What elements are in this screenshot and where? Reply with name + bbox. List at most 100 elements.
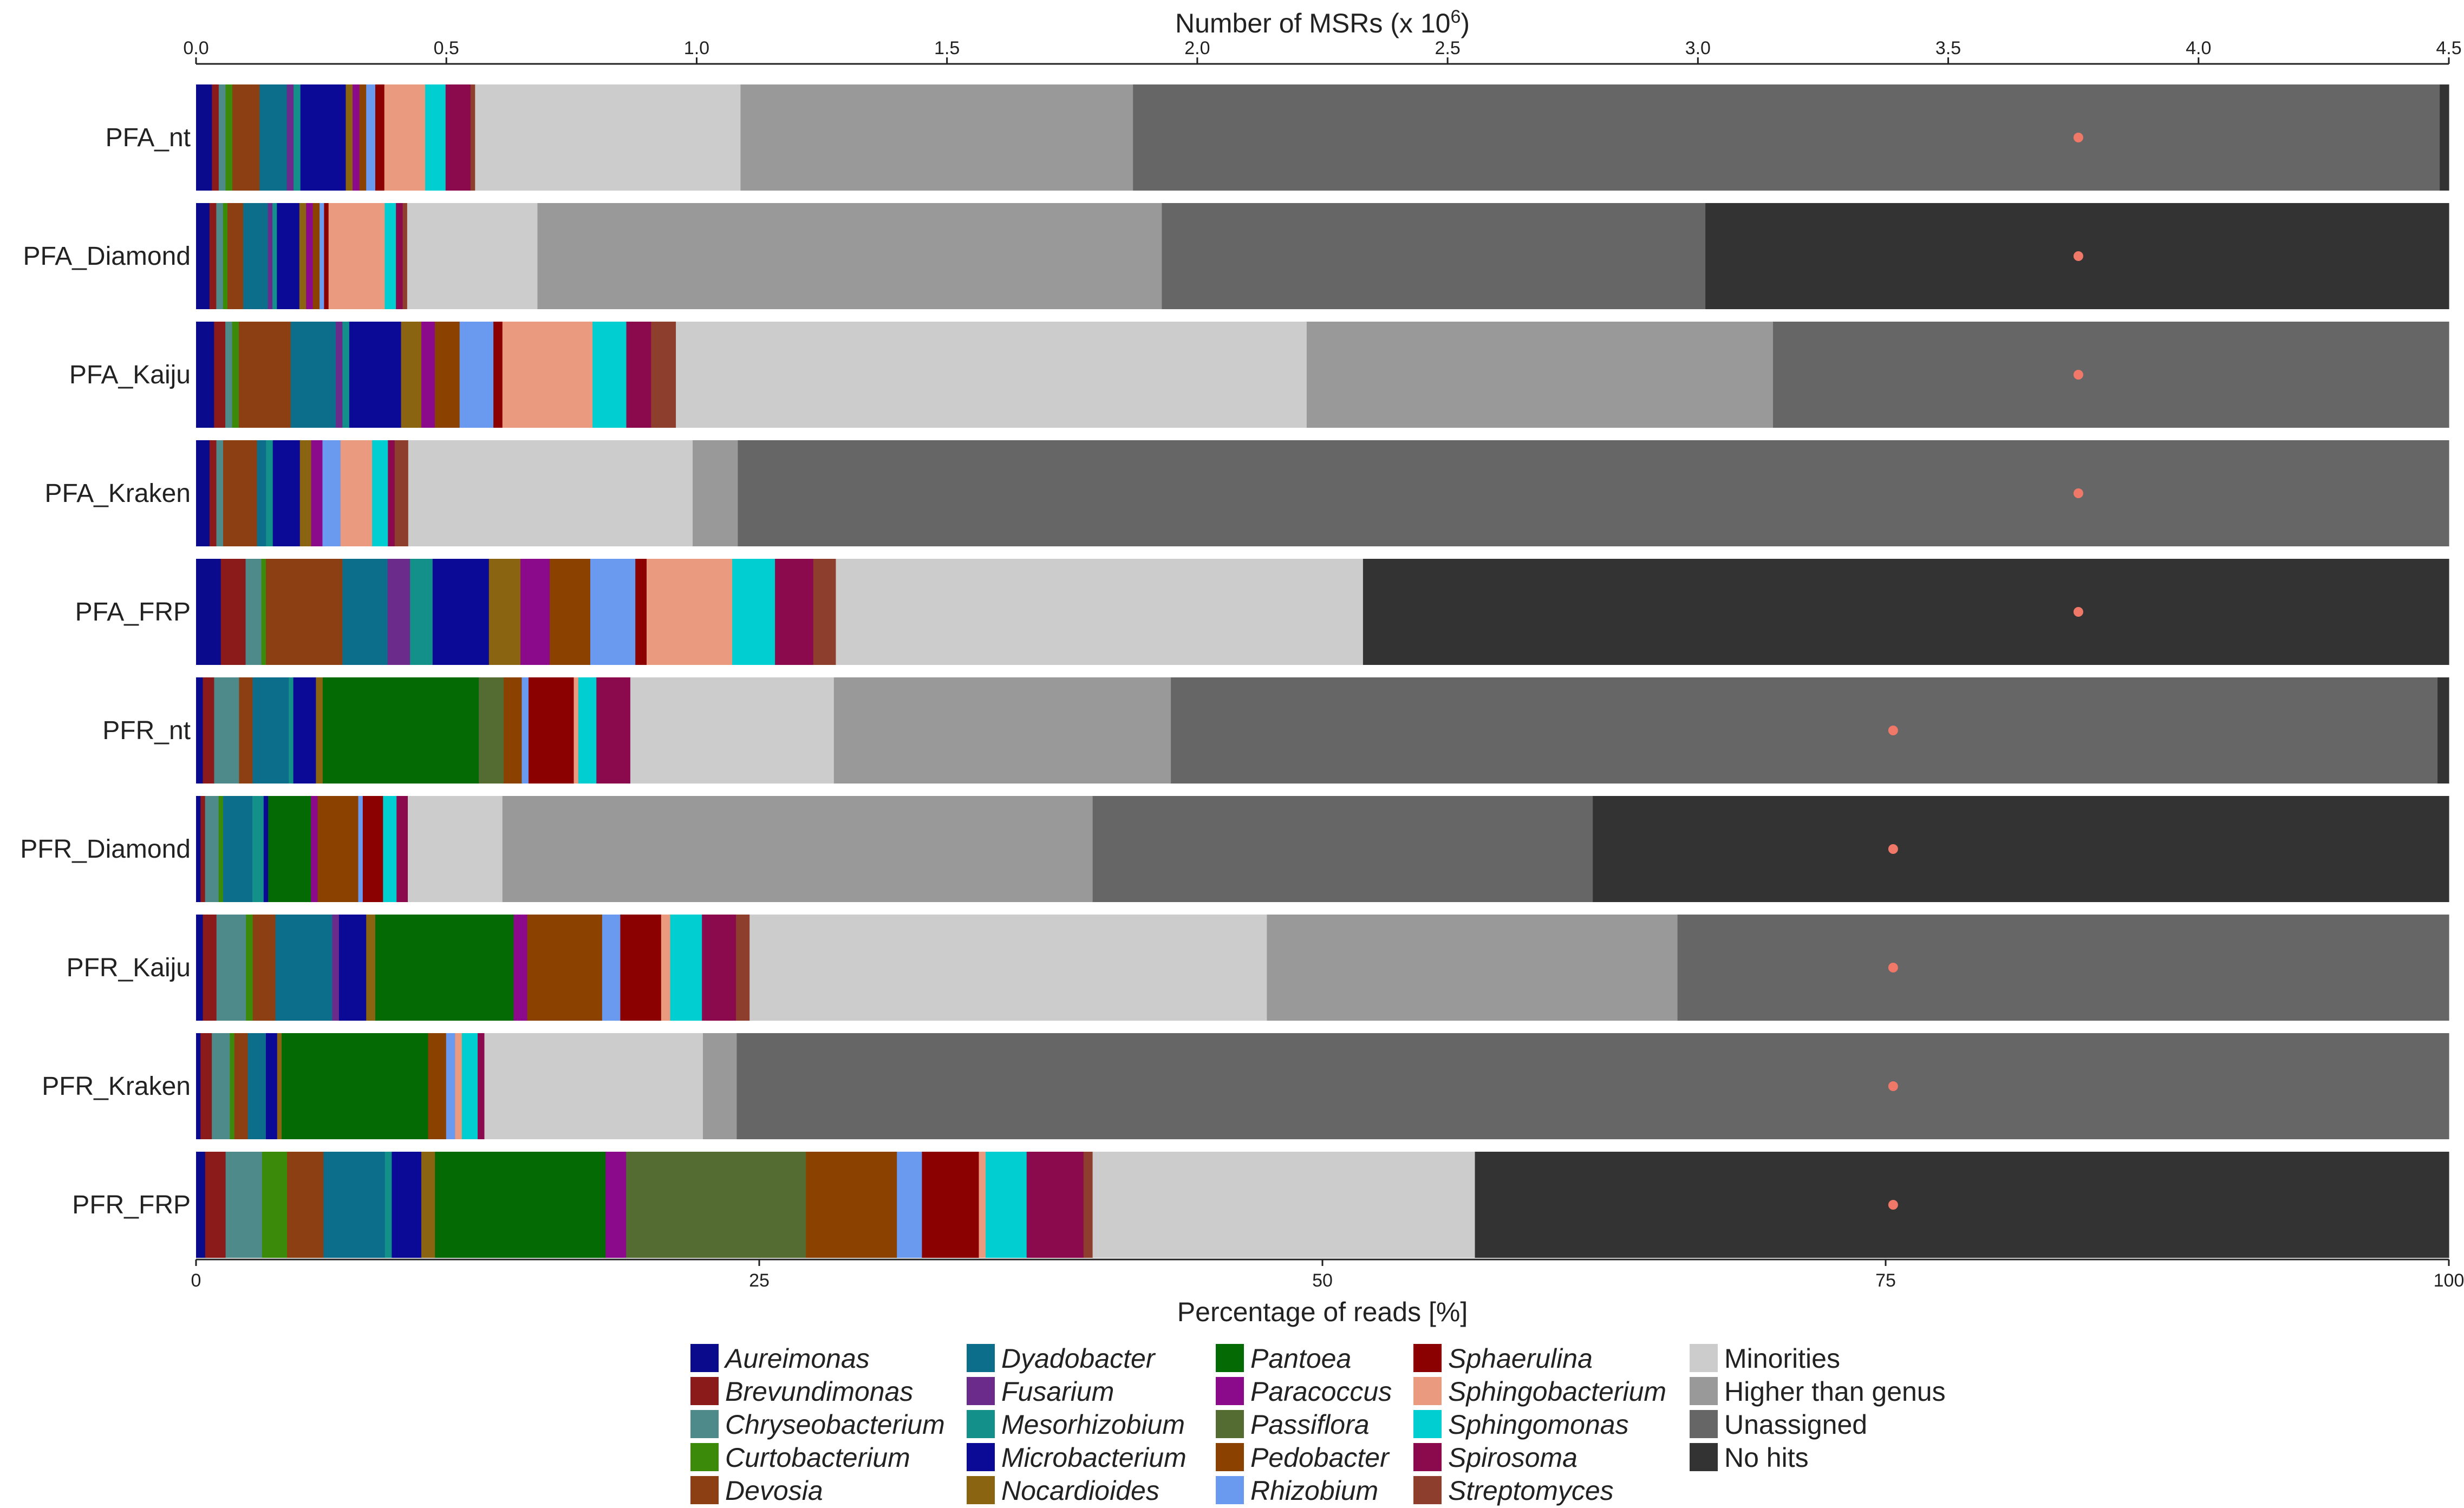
bar-segment-dyadobacter — [323, 1152, 386, 1258]
bar-segment-microbacterium — [300, 84, 347, 191]
bar-segment-brevundimonas — [200, 1033, 212, 1139]
bottom-axis-tick-label: 25 — [749, 1270, 770, 1291]
bar-segment-rhizobium — [522, 677, 529, 784]
legend-item-dyadobacter: Dyadobacter — [967, 1343, 1156, 1374]
bar-segment-mesorhizobium — [384, 1152, 392, 1258]
bar-segment-microbacterium — [293, 677, 316, 784]
bar-segment-devosia — [252, 915, 276, 1021]
bar-row-pfr-kaiju: PFR_Kaiju — [67, 915, 2449, 1021]
bar-segment-microbacterium — [277, 203, 300, 309]
bar-segment-unassigned — [1133, 84, 2440, 191]
bars-group: PFA_nt PFA_Diamond PFA_Kaiju PFA_Kraken PFA_… — [20, 84, 2449, 1258]
bar-segment-aureimonas — [196, 440, 210, 546]
bar-segment-devosia — [265, 559, 343, 665]
bar-segment-chryseobacterium — [225, 322, 233, 428]
bar-segment-sphingobacterium — [573, 677, 579, 784]
bar-segment-spirosoma — [445, 84, 471, 191]
bar-segment-dyadobacter — [259, 84, 288, 191]
row-label: PFA_nt — [106, 123, 191, 152]
bar-segment-sphingobacterium — [647, 559, 733, 665]
bar-segment-nocardioides — [299, 203, 307, 309]
row-label: PFR_FRP — [72, 1191, 191, 1219]
legend-label: Spirosoma — [1448, 1442, 1578, 1473]
legend-item-pantoea: Pantoea — [1216, 1343, 1351, 1374]
bar-row-pfa-diamond: PFA_Diamond — [23, 203, 2449, 309]
bar-segment-no-hits — [1475, 1152, 2449, 1258]
bar-segment-brevundimonas — [203, 677, 215, 784]
legend-label: Chryseobacterium — [725, 1409, 945, 1440]
bar-segment-no-hits — [2440, 84, 2449, 191]
bar-segment-sphingomonas — [372, 440, 388, 546]
legend-item-mesorhizobium: Mesorhizobium — [967, 1409, 1185, 1440]
legend-swatch — [1413, 1377, 1442, 1405]
bar-segment-spirosoma — [596, 677, 631, 784]
bar-segment-curtobacterium — [223, 203, 228, 309]
bottom-axis: 0 25 50 75 100 — [191, 1258, 2464, 1291]
bar-segment-aureimonas — [196, 677, 204, 784]
legend-label: Minorities — [1724, 1343, 1840, 1374]
bar-segment-pedobacter — [359, 84, 367, 191]
bar-row-pfa-kraken: PFA_Kraken — [45, 440, 2449, 546]
bar-segment-mesorhizobium — [410, 559, 433, 665]
bar-segment-fusarium — [387, 559, 410, 665]
legend-swatch — [1216, 1476, 1244, 1504]
bar-segment-curtobacterium — [246, 915, 253, 1021]
row-label: PFR_Kaiju — [67, 954, 191, 982]
legend-item-nocardioides: Nocardioides — [967, 1476, 1159, 1506]
legend-label: Pantoea — [1250, 1343, 1351, 1374]
bar-segment-nocardioides — [401, 322, 422, 428]
bar-segment-chryseobacterium — [216, 915, 246, 1021]
bar-segment-rhizobium — [602, 915, 621, 1021]
bar-segment-minorities — [475, 84, 741, 191]
bar-segment-streptomyces — [813, 559, 837, 665]
legend-swatch — [1690, 1443, 1718, 1471]
row-label: PFR_Kraken — [42, 1072, 191, 1101]
bar-segment-dyadobacter — [290, 322, 336, 428]
bar-segment-spirosoma — [1026, 1152, 1084, 1258]
bar-segment-pedobacter — [504, 677, 523, 784]
legend-item-spirosoma: Spirosoma — [1413, 1442, 1578, 1473]
bar-segment-aureimonas — [196, 1152, 206, 1258]
bar-segment-nocardioides — [488, 559, 521, 665]
bar-segment-pantoea — [268, 796, 311, 902]
bar-segment-aureimonas — [196, 796, 201, 902]
bar-segment-pedobacter — [434, 322, 460, 428]
legend-item-no-hits: No hits — [1690, 1442, 1809, 1473]
legend-swatch — [1216, 1344, 1244, 1372]
legend-swatch — [1216, 1377, 1244, 1405]
bar-segment-sphingomonas — [592, 322, 627, 428]
bar-segment-devosia — [223, 440, 258, 546]
bar-segment-sphingobacterium — [340, 440, 373, 546]
bar-segment-minorities — [1092, 1152, 1476, 1258]
legend-label: Higher than genus — [1724, 1376, 1946, 1407]
bar-segment-fusarium — [268, 203, 273, 309]
bar-segment-rhizobium — [590, 559, 636, 665]
bar-segment-microbacterium — [265, 1033, 278, 1139]
legend-label: Sphingomonas — [1448, 1409, 1629, 1440]
bar-segment-minorities — [836, 559, 1364, 665]
legend-swatch — [1413, 1443, 1442, 1471]
legend-label: Sphingobacterium — [1448, 1376, 1666, 1407]
legend-label: Nocardioides — [1001, 1476, 1159, 1506]
bar-segment-pantoea — [282, 1033, 429, 1139]
msr-dot — [2073, 607, 2083, 617]
bar-segment-passiflora — [479, 677, 504, 784]
bar-segment-sphingobacterium — [661, 915, 671, 1021]
bar-row-pfr-nt: PFR_nt — [102, 677, 2449, 784]
bar-segment-spirosoma — [478, 1033, 485, 1139]
bar-segment-passiflora — [626, 1152, 806, 1258]
top-axis: 0.0 0.5 1.0 1.5 2.0 2.5 3.0 3.5 4.0 4.5 — [183, 38, 2462, 65]
legend-label: Sphaerulina — [1448, 1343, 1593, 1374]
bar-segment-nocardioides — [299, 440, 312, 546]
bar-segment-devosia — [287, 1152, 324, 1258]
bar-segment-sphingomonas — [383, 796, 397, 902]
bar-segment-pedobacter — [550, 559, 591, 665]
bar-segment-brevundimonas — [205, 1152, 226, 1258]
bar-segment-devosia — [234, 1033, 249, 1139]
bar-segment-paracoccus — [311, 796, 318, 902]
top-axis-tick-label: 4.5 — [2436, 38, 2461, 58]
legend-label: Dyadobacter — [1001, 1343, 1156, 1374]
bar-segment-brevundimonas — [220, 559, 246, 665]
bar-segment-microbacterium — [272, 440, 301, 546]
bar-segment-devosia — [232, 84, 260, 191]
